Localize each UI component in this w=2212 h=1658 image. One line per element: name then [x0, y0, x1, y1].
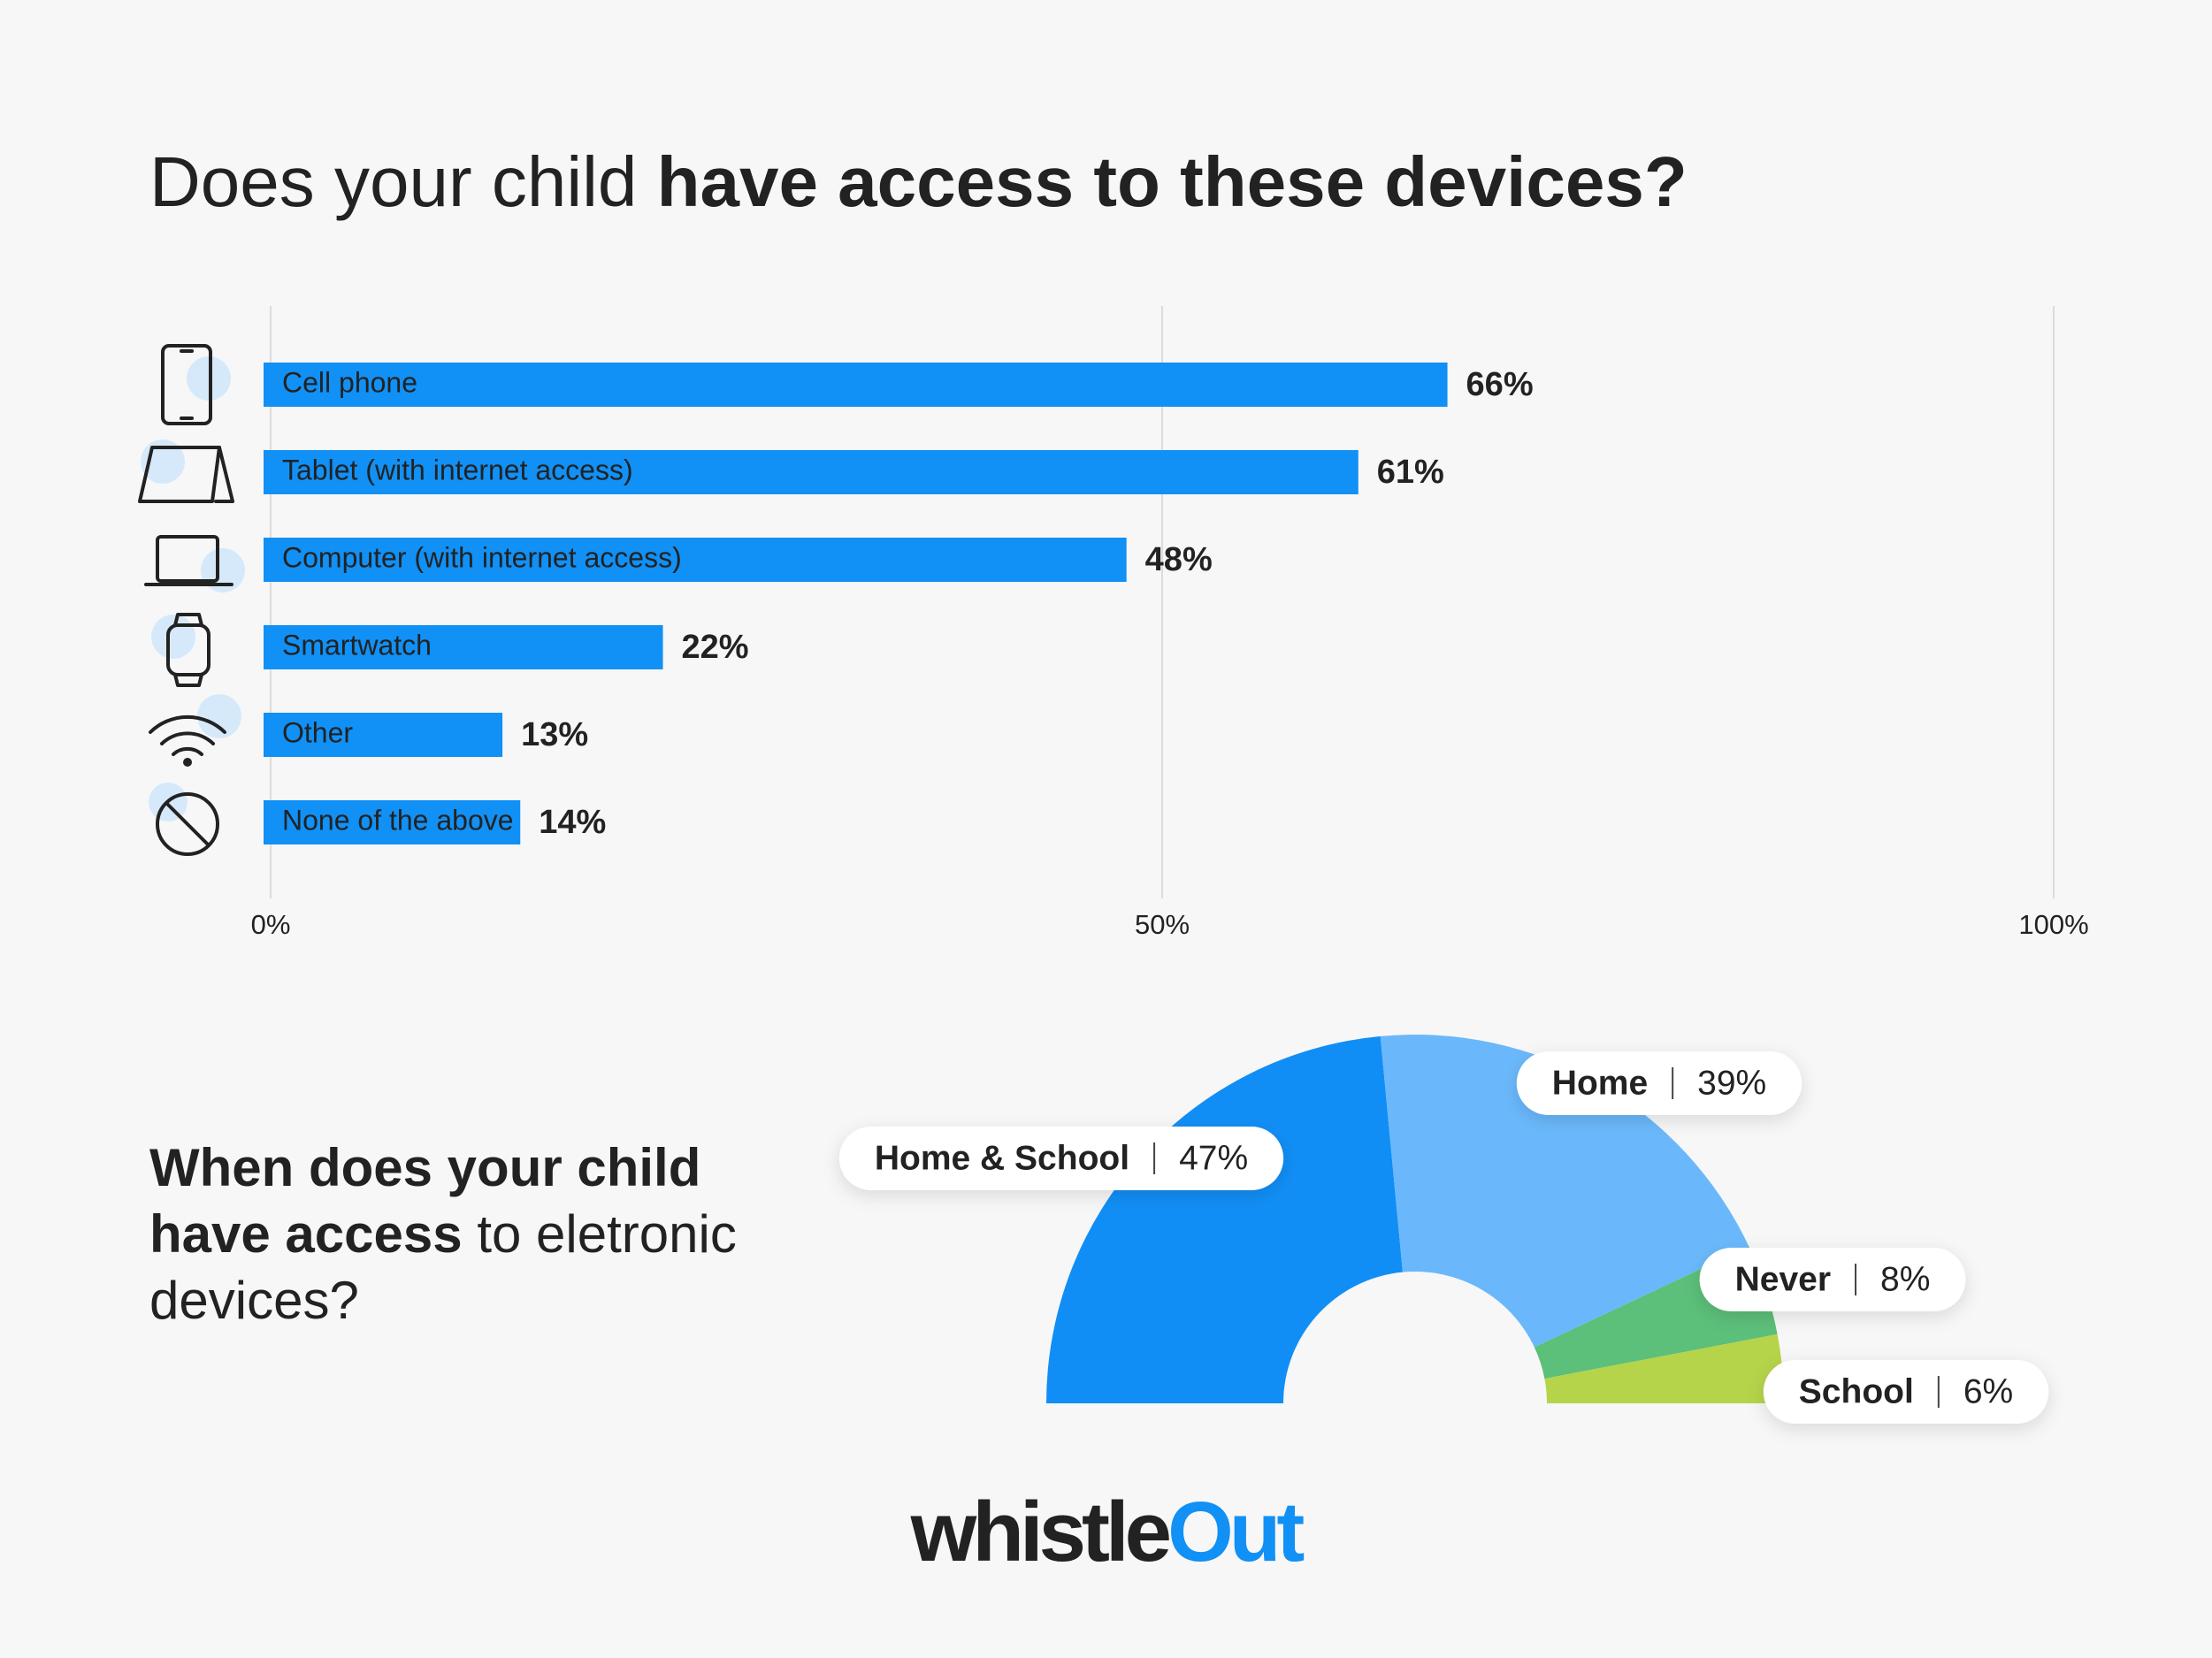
donut-title-line: When does your child: [149, 1138, 700, 1197]
bar-value-label: 61%: [1377, 454, 1444, 491]
x-tick-label: 50%: [1135, 909, 1190, 940]
bar-value-label: 22%: [682, 629, 749, 666]
segment-name: Home: [1552, 1064, 1648, 1102]
label-pill: [1763, 1360, 2049, 1424]
segment-label: Home 39%: [1516, 1051, 1803, 1115]
bar-chart-title: Does your child have access to these dev…: [149, 142, 1688, 221]
logo-part: Out: [1167, 1485, 1304, 1579]
x-tick-label: 0%: [251, 909, 291, 940]
label-pill: [838, 1127, 1284, 1190]
bar-value-label: 48%: [1145, 541, 1213, 578]
segment-label: Home & School 47%: [838, 1127, 1284, 1190]
segment-name: Never: [1735, 1260, 1831, 1298]
title-part: Does your child: [149, 142, 637, 221]
title-part: have access: [149, 1204, 463, 1264]
donut-segment: [1544, 1333, 1784, 1403]
segment-label: School 6%: [1763, 1360, 2049, 1424]
x-tick-label: 100%: [2018, 909, 2088, 940]
logo: whistleOut: [910, 1485, 1305, 1579]
icons: [138, 344, 245, 856]
donut-title-line: devices?: [149, 1271, 359, 1330]
segment-label: Never 8%: [1699, 1248, 1966, 1311]
bar: [264, 713, 503, 757]
bar-value-label: 13%: [521, 716, 588, 753]
bar-category-label: Cell phone: [282, 366, 417, 398]
bar-category-label: Other: [282, 716, 353, 748]
label-pill: [1516, 1051, 1803, 1115]
bar-category-label: Computer (with internet access): [282, 541, 682, 573]
segment-value-label: 8%: [1880, 1260, 1930, 1298]
bar: [264, 450, 1359, 494]
donut-segment: [1046, 1035, 1403, 1403]
segment-value-label: 47%: [1179, 1139, 1248, 1177]
bar-value-label: 66%: [1466, 366, 1534, 403]
donut-segment: [1380, 1035, 1749, 1348]
title-part: to eletronic: [477, 1204, 737, 1264]
segment-value-label: 6%: [1963, 1372, 2013, 1410]
bar-category-label: Tablet (with internet access): [282, 454, 633, 485]
bar-value-label: 14%: [539, 804, 606, 841]
bar: [264, 800, 521, 844]
label-pill: [1699, 1248, 1966, 1311]
bar: [264, 538, 1127, 582]
segment-name: School: [1799, 1372, 1914, 1410]
logo-part: whistle: [910, 1485, 1170, 1579]
donut-title-line: have access to eletronic: [149, 1204, 737, 1264]
segment-value-label: 39%: [1697, 1064, 1766, 1102]
bar-category-label: Smartwatch: [282, 629, 432, 661]
bar: [264, 625, 663, 669]
segment-name: Home & School: [875, 1139, 1129, 1177]
bar-category-label: None of the above: [282, 804, 514, 836]
bar: [264, 363, 1448, 407]
title-part: have access to these devices?: [657, 142, 1688, 221]
